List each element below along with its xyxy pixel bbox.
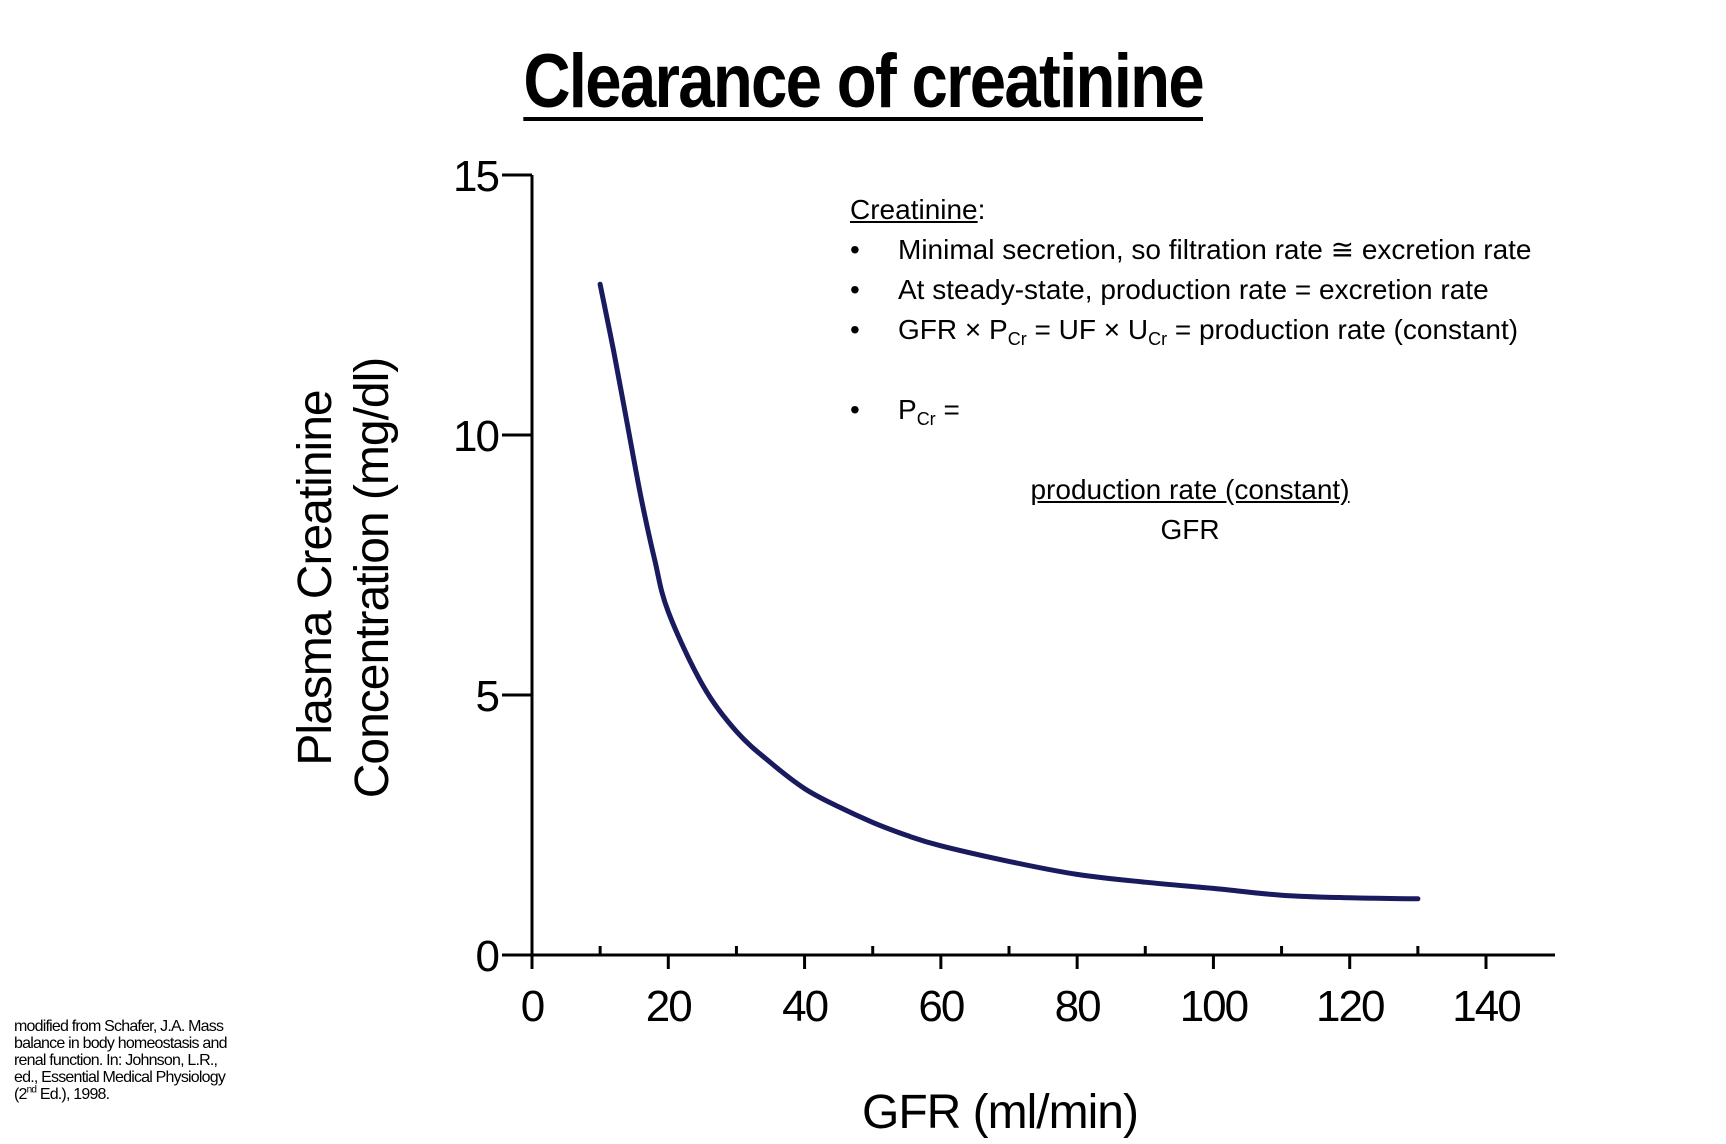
pcr-part-a: P: [898, 394, 917, 425]
notes-list: Minimal secretion, so filtration rate ≅ …: [850, 230, 1532, 350]
title-text: Clearance of creatinine: [523, 39, 1204, 124]
note-item-secretion: Minimal secretion, so filtration rate ≅ …: [850, 230, 1532, 270]
x-axis-ticks: 0 20 40 60 80 100 120 140: [521, 946, 1522, 1031]
creatinine-curve: [597, 281, 1421, 902]
note-text-secretion: Minimal secretion, so filtration rate ≅ …: [898, 234, 1532, 265]
notes-spacer: [850, 350, 1532, 390]
pcr-subscript: Cr: [916, 409, 936, 429]
equation-part-c: = production rate (constant): [1167, 314, 1519, 345]
x-tick-label-20: 20: [646, 982, 691, 1031]
y-axis-title-line2: Concentration (mg/dl): [346, 358, 399, 799]
citation-superscript: nd: [26, 1084, 37, 1096]
notes-heading-row: Creatinine:: [850, 190, 1532, 230]
slide-title: Clearance of creatinine: [0, 38, 1726, 125]
equation-part-b: = UF × U: [1026, 314, 1149, 345]
x-tick-label-80: 80: [1055, 982, 1100, 1031]
citation-text-a: modified from Schafer, J.A. Mass balance…: [14, 1018, 228, 1103]
note-item-steady-state: At steady-state, production rate = excre…: [850, 270, 1532, 310]
notes-list-2: PCr =: [850, 390, 1532, 430]
y-tick-label-0: 0: [476, 932, 499, 981]
equation-part-a: GFR × P: [898, 314, 1008, 345]
note-item-equation: GFR × PCr = UF × UCr = production rate (…: [850, 310, 1532, 350]
y-tick-label-5: 5: [476, 672, 499, 721]
y-tick-label-10: 10: [453, 412, 498, 461]
pcr-part-b: =: [935, 394, 960, 425]
x-axis-title: GFR (ml/min): [862, 1086, 1138, 1139]
source-citation: modified from Schafer, J.A. Mass balance…: [14, 1018, 244, 1103]
y-axis-ticks: 0 5 10 15: [453, 152, 532, 981]
chart-axes: [530, 175, 1555, 957]
note-item-pcr: PCr =: [850, 390, 1532, 430]
x-tick-label-60: 60: [918, 982, 963, 1031]
note-text-steady-state: At steady-state, production rate = excre…: [898, 274, 1489, 305]
creatinine-notes: Creatinine: Minimal secretion, so filtra…: [850, 190, 1532, 430]
notes-heading: Creatinine: [850, 194, 978, 225]
y-tick-label-15: 15: [453, 152, 498, 201]
x-tick-label-0: 0: [521, 982, 544, 1031]
equation-subscript-2: Cr: [1148, 329, 1168, 349]
fraction-numerator: production rate (constant): [1030, 474, 1350, 505]
y-axis-title-line1: Plasma Creatinine: [289, 390, 342, 765]
notes-heading-colon: :: [977, 194, 986, 225]
equation-subscript-1: Cr: [1007, 329, 1027, 349]
pcr-fraction: production rate (constant) GFR: [1000, 470, 1380, 550]
x-tick-label-140: 140: [1452, 982, 1520, 1031]
x-tick-label-100: 100: [1180, 982, 1248, 1031]
x-tick-label-120: 120: [1316, 982, 1384, 1031]
x-tick-label-40: 40: [782, 982, 827, 1031]
citation-text-b: Ed.), 1998.: [36, 1086, 110, 1103]
fraction-denominator: GFR: [1160, 514, 1220, 545]
